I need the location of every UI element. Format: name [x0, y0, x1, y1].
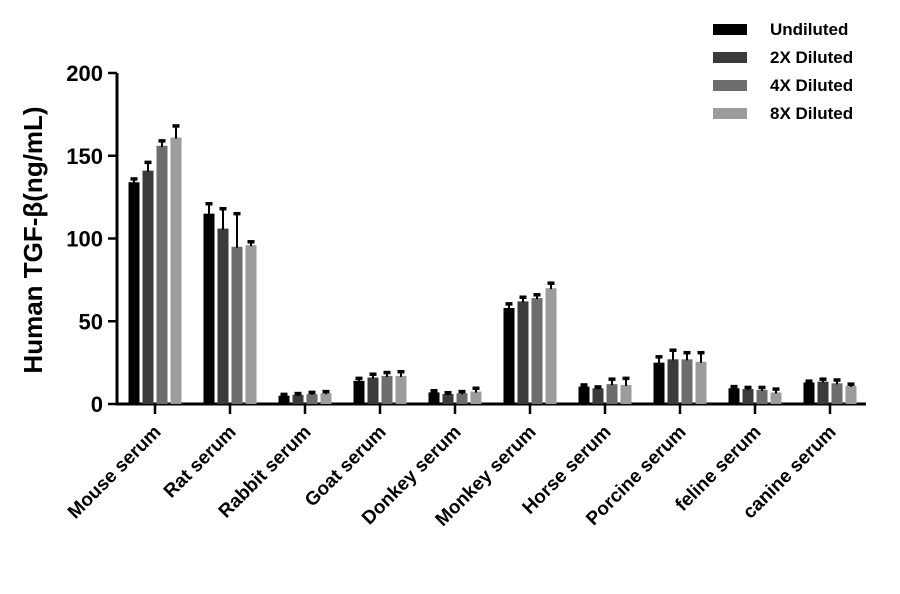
legend-item-2x-diluted: 2X Diluted	[713, 48, 853, 67]
bar	[306, 394, 318, 404]
legend-swatch-undiluted	[713, 24, 747, 35]
bar	[245, 245, 257, 404]
bar	[681, 359, 693, 404]
bar	[845, 385, 857, 404]
bar	[756, 389, 768, 404]
legend-swatch-2x-diluted	[713, 52, 747, 63]
y-axis-title: Human TGF-β(ng/mL)	[18, 106, 48, 373]
bar	[620, 384, 632, 404]
y-tick-label: 200	[66, 61, 103, 86]
x-category-label: Mouse serum	[64, 422, 165, 523]
bar	[817, 381, 829, 404]
bar	[517, 301, 529, 404]
bar	[203, 213, 215, 404]
chart-legend: Undiluted 2X Diluted 4X Diluted 8X Dilut…	[713, 20, 853, 136]
bar	[578, 386, 590, 404]
bar	[456, 393, 468, 404]
bar	[442, 394, 454, 404]
bar	[156, 145, 168, 404]
bar	[320, 393, 332, 404]
legend-label-8x-diluted: 8X Diluted	[770, 103, 854, 123]
bar	[728, 388, 740, 404]
bar	[395, 375, 407, 404]
bar	[695, 361, 707, 404]
bar	[470, 391, 482, 404]
legend-item-undiluted: Undiluted	[713, 20, 853, 39]
legend-swatch-4x-diluted	[713, 80, 747, 91]
legend-label-2x-diluted: 2X Diluted	[770, 47, 854, 67]
legend-label-undiluted: Undiluted	[770, 19, 849, 39]
y-tick-label: 100	[66, 227, 103, 252]
y-tick-label: 0	[91, 392, 103, 417]
bar	[803, 382, 815, 404]
bar	[606, 384, 618, 404]
bar	[170, 137, 182, 405]
bar	[217, 228, 229, 404]
bar	[503, 308, 515, 404]
legend-swatch-8x-diluted	[713, 108, 747, 119]
bar	[770, 392, 782, 404]
bar	[545, 288, 557, 404]
bar	[292, 394, 304, 404]
bar	[367, 377, 379, 404]
y-tick-label: 50	[79, 309, 103, 334]
bar	[831, 383, 843, 404]
legend-label-4x-diluted: 4X Diluted	[770, 75, 854, 95]
bar	[381, 375, 393, 404]
bar	[278, 395, 290, 404]
bar	[142, 170, 154, 404]
bar	[231, 246, 243, 404]
bar	[353, 380, 365, 404]
x-category-label: Rat serum	[160, 422, 241, 503]
legend-item-8x-diluted: 8X Diluted	[713, 104, 853, 123]
bar	[592, 388, 604, 404]
bar	[742, 389, 754, 404]
bar	[531, 298, 543, 404]
bar	[428, 392, 440, 404]
legend-item-4x-diluted: 4X Diluted	[713, 76, 853, 95]
y-tick-label: 150	[66, 144, 103, 169]
bar	[653, 362, 665, 404]
bar	[128, 182, 140, 404]
bar	[667, 359, 679, 404]
